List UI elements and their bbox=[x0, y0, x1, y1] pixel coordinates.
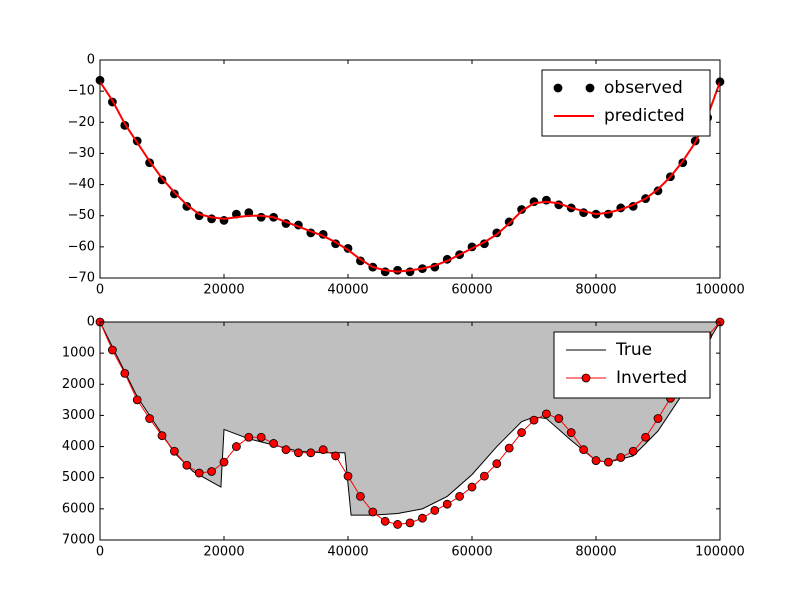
marker bbox=[169, 446, 179, 456]
marker bbox=[293, 448, 303, 458]
marker bbox=[479, 471, 489, 481]
marker bbox=[355, 491, 365, 501]
legend-label: Inverted bbox=[616, 368, 687, 388]
x-tick-label: 0 bbox=[96, 545, 104, 560]
marker bbox=[145, 414, 155, 423]
legend-box bbox=[541, 69, 711, 137]
marker bbox=[120, 368, 130, 378]
marker bbox=[430, 506, 440, 515]
marker bbox=[256, 432, 266, 442]
marker bbox=[306, 448, 316, 458]
y-tick-label: −20 bbox=[68, 115, 95, 130]
marker bbox=[554, 414, 564, 423]
axes-frame bbox=[99, 59, 721, 279]
subplot: 0 20000 40000 60000 80000 100000 0 1000 2000 3000… bbox=[62, 315, 745, 560]
marker bbox=[566, 428, 576, 437]
marker bbox=[182, 201, 192, 211]
x-tick-label: 60000 bbox=[451, 283, 492, 298]
legend-box bbox=[553, 331, 711, 399]
marker bbox=[182, 460, 192, 470]
y-tick-label: 6000 bbox=[62, 501, 95, 516]
marker bbox=[616, 453, 626, 462]
marker bbox=[244, 432, 254, 442]
marker bbox=[529, 415, 539, 425]
y-tick-label: −50 bbox=[68, 208, 95, 223]
marker bbox=[207, 467, 217, 476]
x-tick-label: 80000 bbox=[575, 283, 616, 298]
legend-marker bbox=[581, 373, 591, 383]
y-tick-label: −30 bbox=[68, 146, 95, 161]
y-tick-label: −60 bbox=[68, 239, 95, 254]
marker bbox=[455, 491, 465, 501]
y-tick-label: 3000 bbox=[62, 408, 95, 423]
legend-marker bbox=[553, 83, 563, 93]
y-tick-label: 0 bbox=[87, 315, 95, 330]
marker bbox=[269, 439, 279, 448]
marker bbox=[132, 395, 142, 405]
subplot: 0 20000 40000 60000 80000 100000 0 −10 −20 −30 −40… bbox=[68, 53, 745, 298]
x-tick-label: 100000 bbox=[695, 283, 745, 298]
marker bbox=[405, 518, 415, 528]
legend-label: observed bbox=[604, 78, 683, 98]
marker bbox=[256, 212, 266, 222]
marker bbox=[417, 513, 427, 523]
y-tick-label: −10 bbox=[68, 84, 95, 99]
y-tick-label: 1000 bbox=[62, 346, 95, 361]
marker bbox=[467, 482, 477, 492]
marker bbox=[194, 468, 204, 478]
y-tick-label: −40 bbox=[68, 177, 95, 192]
x-tick-label: 60000 bbox=[451, 545, 492, 560]
y-tick-label: 2000 bbox=[62, 377, 95, 392]
marker bbox=[169, 189, 179, 199]
y-tick-label: 4000 bbox=[62, 439, 95, 454]
y-tick-label: 5000 bbox=[62, 470, 95, 485]
x-tick-label: 20000 bbox=[203, 545, 244, 560]
marker bbox=[579, 445, 588, 455]
marker bbox=[517, 428, 526, 437]
marker bbox=[368, 507, 378, 517]
marker bbox=[393, 520, 403, 529]
legend-label: predicted bbox=[604, 106, 685, 126]
marker bbox=[157, 431, 167, 441]
y-tick-label: 0 bbox=[87, 53, 95, 68]
marker bbox=[653, 186, 663, 196]
marker bbox=[108, 345, 117, 355]
marker bbox=[318, 445, 328, 455]
marker bbox=[393, 265, 403, 275]
marker bbox=[641, 432, 650, 442]
marker bbox=[504, 443, 514, 453]
marker bbox=[492, 459, 502, 469]
marker bbox=[231, 442, 241, 451]
x-tick-label: 80000 bbox=[575, 545, 616, 560]
marker bbox=[442, 499, 452, 509]
axes-frame bbox=[99, 321, 721, 541]
series-line bbox=[99, 81, 721, 273]
legend-marker bbox=[585, 83, 595, 93]
marker bbox=[542, 409, 551, 419]
marker bbox=[591, 456, 601, 465]
marker bbox=[331, 451, 341, 461]
marker bbox=[653, 414, 663, 423]
x-tick-label: 40000 bbox=[327, 545, 368, 560]
marker bbox=[628, 446, 638, 456]
legend-label: True bbox=[615, 340, 652, 360]
x-tick-label: 20000 bbox=[203, 283, 244, 298]
legend: observed predicted bbox=[541, 69, 711, 137]
marker bbox=[281, 445, 291, 455]
x-tick-label: 40000 bbox=[327, 283, 368, 298]
y-tick-label: −70 bbox=[68, 271, 95, 286]
marker bbox=[343, 471, 353, 481]
marker bbox=[604, 457, 613, 467]
y-tick-label: 7000 bbox=[62, 533, 95, 548]
x-tick-label: 0 bbox=[96, 283, 104, 298]
x-tick-label: 100000 bbox=[695, 545, 745, 560]
marker bbox=[380, 516, 390, 526]
marker bbox=[219, 457, 229, 467]
legend: True Inverted bbox=[553, 331, 711, 399]
